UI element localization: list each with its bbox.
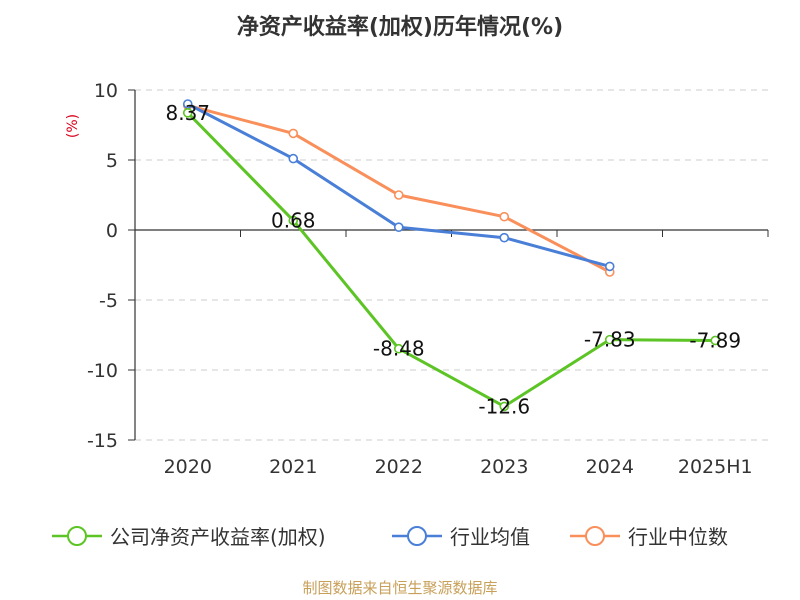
legend-item-0[interactable]: 公司净资产收益率(加权)	[52, 525, 326, 549]
data-point	[288, 215, 299, 226]
legend-label: 公司净资产收益率(加权)	[110, 525, 326, 549]
series-line-2	[187, 103, 611, 274]
x-tick-label: 2024	[586, 456, 634, 478]
data-point	[499, 211, 510, 222]
legend-label: 行业中位数	[628, 525, 728, 549]
legend-marker	[407, 526, 427, 546]
data-point	[604, 334, 615, 345]
data-label: -7.83	[584, 328, 636, 352]
legend-marker	[585, 526, 605, 546]
y-tick-label: 0	[106, 220, 118, 242]
x-tick-label: 2022	[375, 456, 423, 478]
data-point	[499, 232, 510, 243]
data-point	[710, 335, 721, 346]
series-line-0	[186, 111, 716, 408]
data-point	[182, 108, 193, 118]
y-tick-label: -5	[99, 290, 118, 312]
data-point	[393, 343, 404, 354]
data-label: -7.89	[689, 328, 741, 352]
data-label: -12.6	[478, 394, 530, 418]
data-point	[393, 222, 404, 232]
series-lines	[182, 99, 721, 412]
data-point	[182, 99, 193, 109]
y-tick-label: 10	[94, 80, 118, 102]
y-tick-label: -15	[87, 430, 118, 452]
data-label: 8.37	[165, 101, 210, 125]
data-point	[288, 153, 299, 164]
x-tick-label: 2025H1	[678, 456, 753, 478]
data-label: 0.68	[271, 208, 316, 232]
data-point	[499, 401, 510, 412]
legend-label: 行业均值	[450, 525, 530, 549]
data-point	[604, 261, 615, 272]
y-axis-label: (%)	[65, 114, 81, 138]
data-point	[393, 190, 404, 200]
y-tick-label: -10	[87, 360, 118, 382]
legend[interactable]: 公司净资产收益率(加权) 行业均值 行业中位数	[52, 525, 728, 549]
legend-item-1[interactable]: 行业均值	[392, 525, 530, 549]
legend-item-2[interactable]: 行业中位数	[570, 525, 728, 549]
chart-title: 净资产收益率(加权)历年情况(%)	[237, 14, 563, 40]
data-label: -8.48	[373, 337, 425, 361]
x-tick-label: 2023	[480, 456, 528, 478]
data-point	[288, 128, 299, 139]
data-labels: 8.37 0.68 -8.48 -12.6 -7.83 -7.89	[165, 101, 741, 419]
x-tick-label: 2020	[164, 456, 212, 478]
legend-marker	[67, 526, 87, 546]
axes: 10 5 0 -5 -10 -15 2020 2021 2022 2023 2024 2025H1	[87, 80, 769, 478]
y-tick-label: 5	[106, 150, 118, 172]
series-line-1	[187, 102, 611, 268]
grid-lines	[135, 89, 768, 441]
source-note: 制图数据来自恒生聚源数据库	[302, 579, 497, 597]
x-tick-label: 2021	[269, 456, 317, 478]
